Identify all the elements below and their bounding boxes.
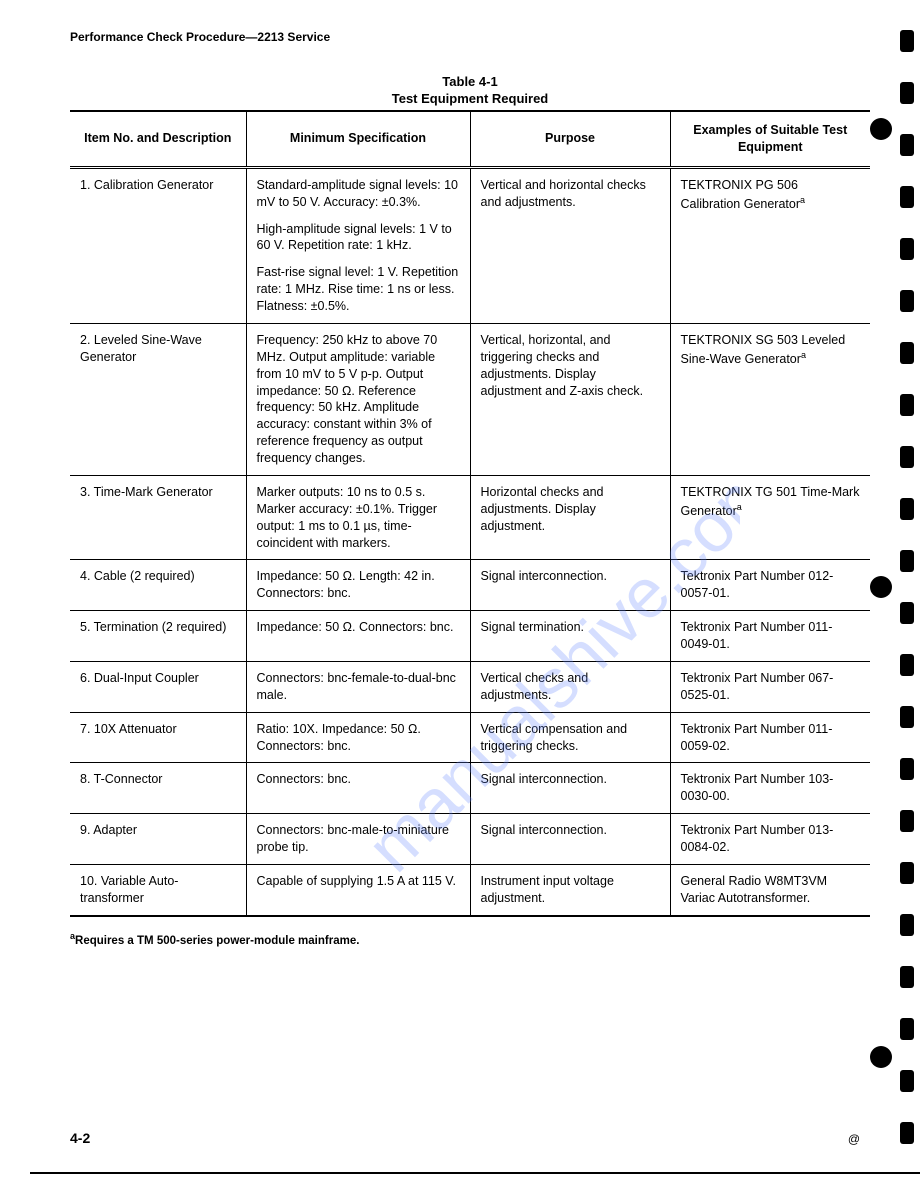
cell-item: 5. Termination (2 required) <box>70 611 246 662</box>
scan-hole-icon <box>870 576 892 598</box>
copyright-mark: @ <box>848 1132 860 1146</box>
cell-purpose: Signal termination. <box>470 611 670 662</box>
spec-paragraph: Frequency: 250 kHz to above 70 MHz. Outp… <box>257 332 460 467</box>
equipment-table: Item No. and Description Minimum Specifi… <box>70 110 870 917</box>
cell-spec: Connectors: bnc-female-to-dual-bnc male. <box>246 661 470 712</box>
table-row: 8. T-Connector Connectors: bnc. Signal int… <box>70 763 870 814</box>
bottom-rule <box>30 1172 920 1174</box>
spec-paragraph: Standard-amplitude signal levels: 10 mV … <box>257 177 460 211</box>
table-row: 10. Variable Auto-transformer Capable of … <box>70 864 870 915</box>
cell-spec: Frequency: 250 kHz to above 70 MHz. Outp… <box>246 323 470 475</box>
spec-paragraph: Connectors: bnc. <box>257 771 460 788</box>
table-row: 1. Calibration Generator Standard-amplitu… <box>70 167 870 323</box>
cell-example: Tektronix Part Number 067-0525-01. <box>670 661 870 712</box>
col-header-spec: Minimum Specification <box>246 111 470 167</box>
cell-example: Tektronix Part Number 103-0030-00. <box>670 763 870 814</box>
example-footnote-ref: a <box>800 195 805 205</box>
spec-paragraph: High-amplitude signal levels: 1 V to 60 … <box>257 221 460 255</box>
cell-spec: Standard-amplitude signal levels: 10 mV … <box>246 167 470 323</box>
table-row: 9. Adapter Connectors: bnc-male-to-miniat… <box>70 814 870 865</box>
table-row: 3. Time-Mark GeneratorMarker outputs: 10… <box>70 475 870 560</box>
cell-item: 4. Cable (2 required) <box>70 560 246 611</box>
cell-purpose: Signal interconnection. <box>470 560 670 611</box>
cell-item: 2. Leveled Sine-Wave Generator <box>70 323 246 475</box>
spec-paragraph: Capable of supplying 1.5 A at 115 V. <box>257 873 460 890</box>
table-row: 5. Termination (2 required) Impedance: 50… <box>70 611 870 662</box>
spec-paragraph: Fast-rise signal level: 1 V. Repetition … <box>257 264 460 315</box>
cell-purpose: Horizontal checks and adjustments. Displ… <box>470 475 670 560</box>
cell-item: 9. Adapter <box>70 814 246 865</box>
table-header-row: Item No. and Description Minimum Specifi… <box>70 111 870 167</box>
cell-example: Tektronix Part Number 012-0057-01. <box>670 560 870 611</box>
table-row: 2. Leveled Sine-Wave GeneratorFrequency:… <box>70 323 870 475</box>
cell-item: 3. Time-Mark Generator <box>70 475 246 560</box>
table-row: 7. 10X Attenuator Ratio: 10X. Impedance: … <box>70 712 870 763</box>
cell-purpose: Signal interconnection. <box>470 763 670 814</box>
cell-example: Tektronix Part Number 011-0049-01. <box>670 611 870 662</box>
cell-example: General Radio W8MT3VM Variac Autotransfo… <box>670 864 870 915</box>
scan-edge-marks <box>898 30 916 1174</box>
cell-example: TEKTRONIX SG 503 Leveled Sine-Wave Gener… <box>670 323 870 475</box>
cell-purpose: Vertical, horizontal, and triggering che… <box>470 323 670 475</box>
footnote: aRequires a TM 500-series power-module m… <box>70 931 870 947</box>
cell-item: 10. Variable Auto-transformer <box>70 864 246 915</box>
table-row: 4. Cable (2 required) Impedance: 50 Ω. Le… <box>70 560 870 611</box>
cell-example: Tektronix Part Number 011-0059-02. <box>670 712 870 763</box>
scan-hole-icon <box>870 1046 892 1068</box>
cell-purpose: Vertical and horizontal checks and adjus… <box>470 167 670 323</box>
scan-hole-icon <box>870 118 892 140</box>
spec-paragraph: Impedance: 50 Ω. Connectors: bnc. <box>257 619 460 636</box>
spec-paragraph: Impedance: 50 Ω. Length: 42 in. Connecto… <box>257 568 460 602</box>
spec-paragraph: Marker outputs: 10 ns to 0.5 s. Marker a… <box>257 484 460 552</box>
cell-spec: Connectors: bnc. <box>246 763 470 814</box>
example-footnote-ref: a <box>737 502 742 512</box>
cell-spec: Capable of supplying 1.5 A at 115 V. <box>246 864 470 915</box>
cell-purpose: Vertical checks and adjustments. <box>470 661 670 712</box>
cell-example: TEKTRONIX PG 506 Calibration Generatora <box>670 167 870 323</box>
cell-spec: Ratio: 10X. Impedance: 50 Ω. Connectors:… <box>246 712 470 763</box>
col-header-purpose: Purpose <box>470 111 670 167</box>
col-header-item: Item No. and Description <box>70 111 246 167</box>
spec-paragraph: Connectors: bnc-male-to-miniature probe … <box>257 822 460 856</box>
document-header: Performance Check Procedure—2213 Service <box>70 30 870 44</box>
cell-item: 1. Calibration Generator <box>70 167 246 323</box>
cell-example: TEKTRONIX TG 501 Time-Mark Generatora <box>670 475 870 560</box>
spec-paragraph: Ratio: 10X. Impedance: 50 Ω. Connectors:… <box>257 721 460 755</box>
table-caption: Table 4-1 <box>70 74 870 89</box>
cell-purpose: Signal interconnection. <box>470 814 670 865</box>
cell-purpose: Vertical compensation and triggering che… <box>470 712 670 763</box>
table-subtitle: Test Equipment Required <box>70 91 870 106</box>
footnote-text: Requires a TM 500-series power-module ma… <box>75 934 359 946</box>
cell-spec: Connectors: bnc-male-to-miniature probe … <box>246 814 470 865</box>
spec-paragraph: Connectors: bnc-female-to-dual-bnc male. <box>257 670 460 704</box>
col-header-example: Examples of Suitable Test Equipment <box>670 111 870 167</box>
cell-spec: Impedance: 50 Ω. Connectors: bnc. <box>246 611 470 662</box>
cell-item: 8. T-Connector <box>70 763 246 814</box>
cell-example: Tektronix Part Number 013-0084-02. <box>670 814 870 865</box>
cell-item: 7. 10X Attenuator <box>70 712 246 763</box>
cell-item: 6. Dual-Input Coupler <box>70 661 246 712</box>
cell-purpose: Instrument input voltage adjustment. <box>470 864 670 915</box>
cell-spec: Marker outputs: 10 ns to 0.5 s. Marker a… <box>246 475 470 560</box>
cell-spec: Impedance: 50 Ω. Length: 42 in. Connecto… <box>246 560 470 611</box>
page-number: 4-2 <box>70 1130 90 1146</box>
table-row: 6. Dual-Input Coupler Connectors: bnc-fem… <box>70 661 870 712</box>
example-footnote-ref: a <box>801 350 806 360</box>
